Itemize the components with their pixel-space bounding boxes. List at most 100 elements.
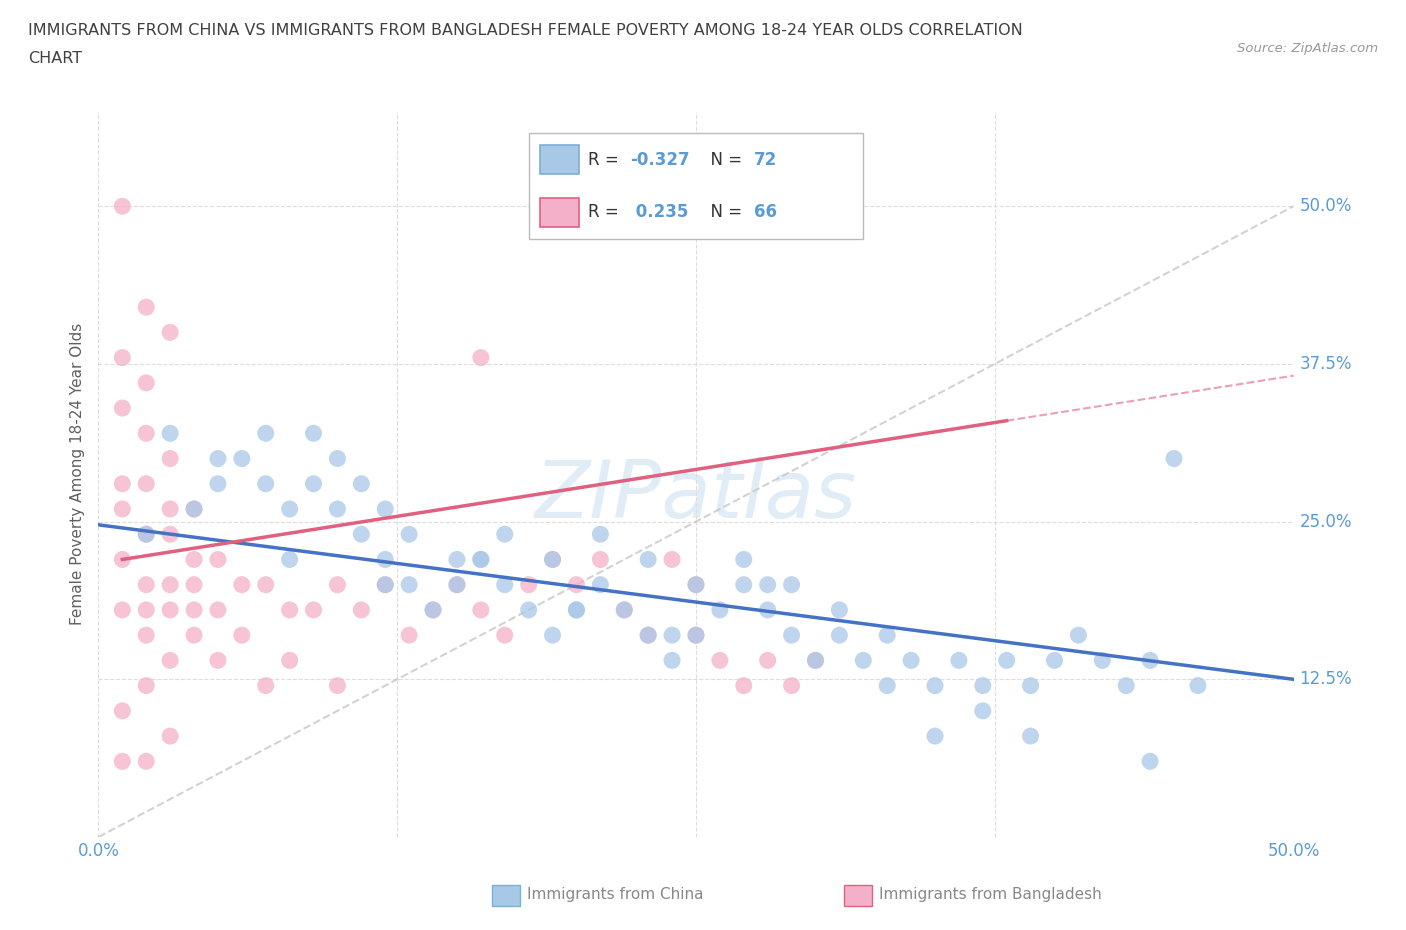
Text: 50.0%: 50.0% <box>1299 197 1353 215</box>
Point <box>159 526 181 541</box>
Point <box>183 578 205 592</box>
Point <box>135 603 157 618</box>
Point <box>135 678 157 693</box>
Point <box>111 552 134 567</box>
Point <box>302 426 325 441</box>
Point <box>183 603 205 618</box>
Point <box>756 578 779 592</box>
Point <box>470 603 492 618</box>
Point <box>709 653 731 668</box>
Point <box>350 476 373 491</box>
Point <box>111 476 134 491</box>
Text: IMMIGRANTS FROM CHINA VS IMMIGRANTS FROM BANGLADESH FEMALE POVERTY AMONG 18-24 Y: IMMIGRANTS FROM CHINA VS IMMIGRANTS FROM… <box>28 23 1024 38</box>
Point <box>159 501 181 516</box>
Text: R =: R = <box>588 204 624 221</box>
Point <box>254 476 277 491</box>
Point <box>613 603 636 618</box>
Text: Source: ZipAtlas.com: Source: ZipAtlas.com <box>1237 42 1378 55</box>
Point <box>494 628 516 643</box>
Point <box>135 628 157 643</box>
Text: ZIPatlas: ZIPatlas <box>534 457 858 535</box>
Point <box>111 703 134 718</box>
Point <box>470 552 492 567</box>
Point <box>828 628 851 643</box>
Point <box>565 578 588 592</box>
Point <box>278 501 301 516</box>
Point <box>661 653 683 668</box>
Point <box>398 578 420 592</box>
Point <box>541 552 564 567</box>
Point <box>1115 678 1137 693</box>
Point <box>207 451 229 466</box>
Text: R =: R = <box>588 151 624 168</box>
Point <box>374 501 396 516</box>
Point <box>350 603 373 618</box>
Point <box>231 628 253 643</box>
Point <box>135 526 157 541</box>
Point <box>924 728 946 743</box>
Point <box>804 653 827 668</box>
Point <box>589 552 612 567</box>
Point <box>159 603 181 618</box>
Point <box>135 754 157 769</box>
Point <box>231 578 253 592</box>
Point <box>278 653 301 668</box>
Point <box>254 678 277 693</box>
Point <box>302 603 325 618</box>
Point <box>972 703 994 718</box>
Point <box>589 578 612 592</box>
Point <box>995 653 1018 668</box>
Point <box>254 578 277 592</box>
Point <box>780 578 803 592</box>
Point <box>326 678 349 693</box>
Point <box>183 501 205 516</box>
Text: 0.235: 0.235 <box>630 204 689 221</box>
Point <box>159 325 181 339</box>
Point <box>111 401 134 416</box>
Point <box>613 603 636 618</box>
Point <box>278 603 301 618</box>
Point <box>135 299 157 314</box>
Point <box>159 451 181 466</box>
Point <box>422 603 444 618</box>
Point <box>565 603 588 618</box>
Point <box>1139 754 1161 769</box>
Point <box>326 451 349 466</box>
Text: N =: N = <box>700 204 748 221</box>
Point <box>517 578 540 592</box>
Point <box>183 501 205 516</box>
Point <box>685 578 707 592</box>
Point <box>972 678 994 693</box>
Point <box>350 526 373 541</box>
Point <box>709 603 731 618</box>
Point <box>1091 653 1114 668</box>
Point <box>207 653 229 668</box>
Point <box>446 552 468 567</box>
Text: 37.5%: 37.5% <box>1299 355 1353 373</box>
Point <box>111 754 134 769</box>
Point <box>374 552 396 567</box>
Point <box>637 552 659 567</box>
Point <box>685 628 707 643</box>
Point <box>1019 728 1042 743</box>
Y-axis label: Female Poverty Among 18-24 Year Olds: Female Poverty Among 18-24 Year Olds <box>70 324 86 626</box>
Point <box>494 526 516 541</box>
Point <box>756 603 779 618</box>
Point <box>948 653 970 668</box>
Text: 12.5%: 12.5% <box>1299 671 1353 688</box>
Point <box>494 578 516 592</box>
Point <box>852 653 875 668</box>
Point <box>135 426 157 441</box>
Text: 25.0%: 25.0% <box>1299 512 1353 531</box>
Point <box>1019 678 1042 693</box>
Point <box>828 603 851 618</box>
Point <box>876 678 898 693</box>
Point <box>1187 678 1209 693</box>
Point <box>111 351 134 365</box>
Point <box>111 501 134 516</box>
Point <box>780 628 803 643</box>
Point <box>924 678 946 693</box>
Point <box>900 653 922 668</box>
Point <box>326 501 349 516</box>
Point <box>589 526 612 541</box>
